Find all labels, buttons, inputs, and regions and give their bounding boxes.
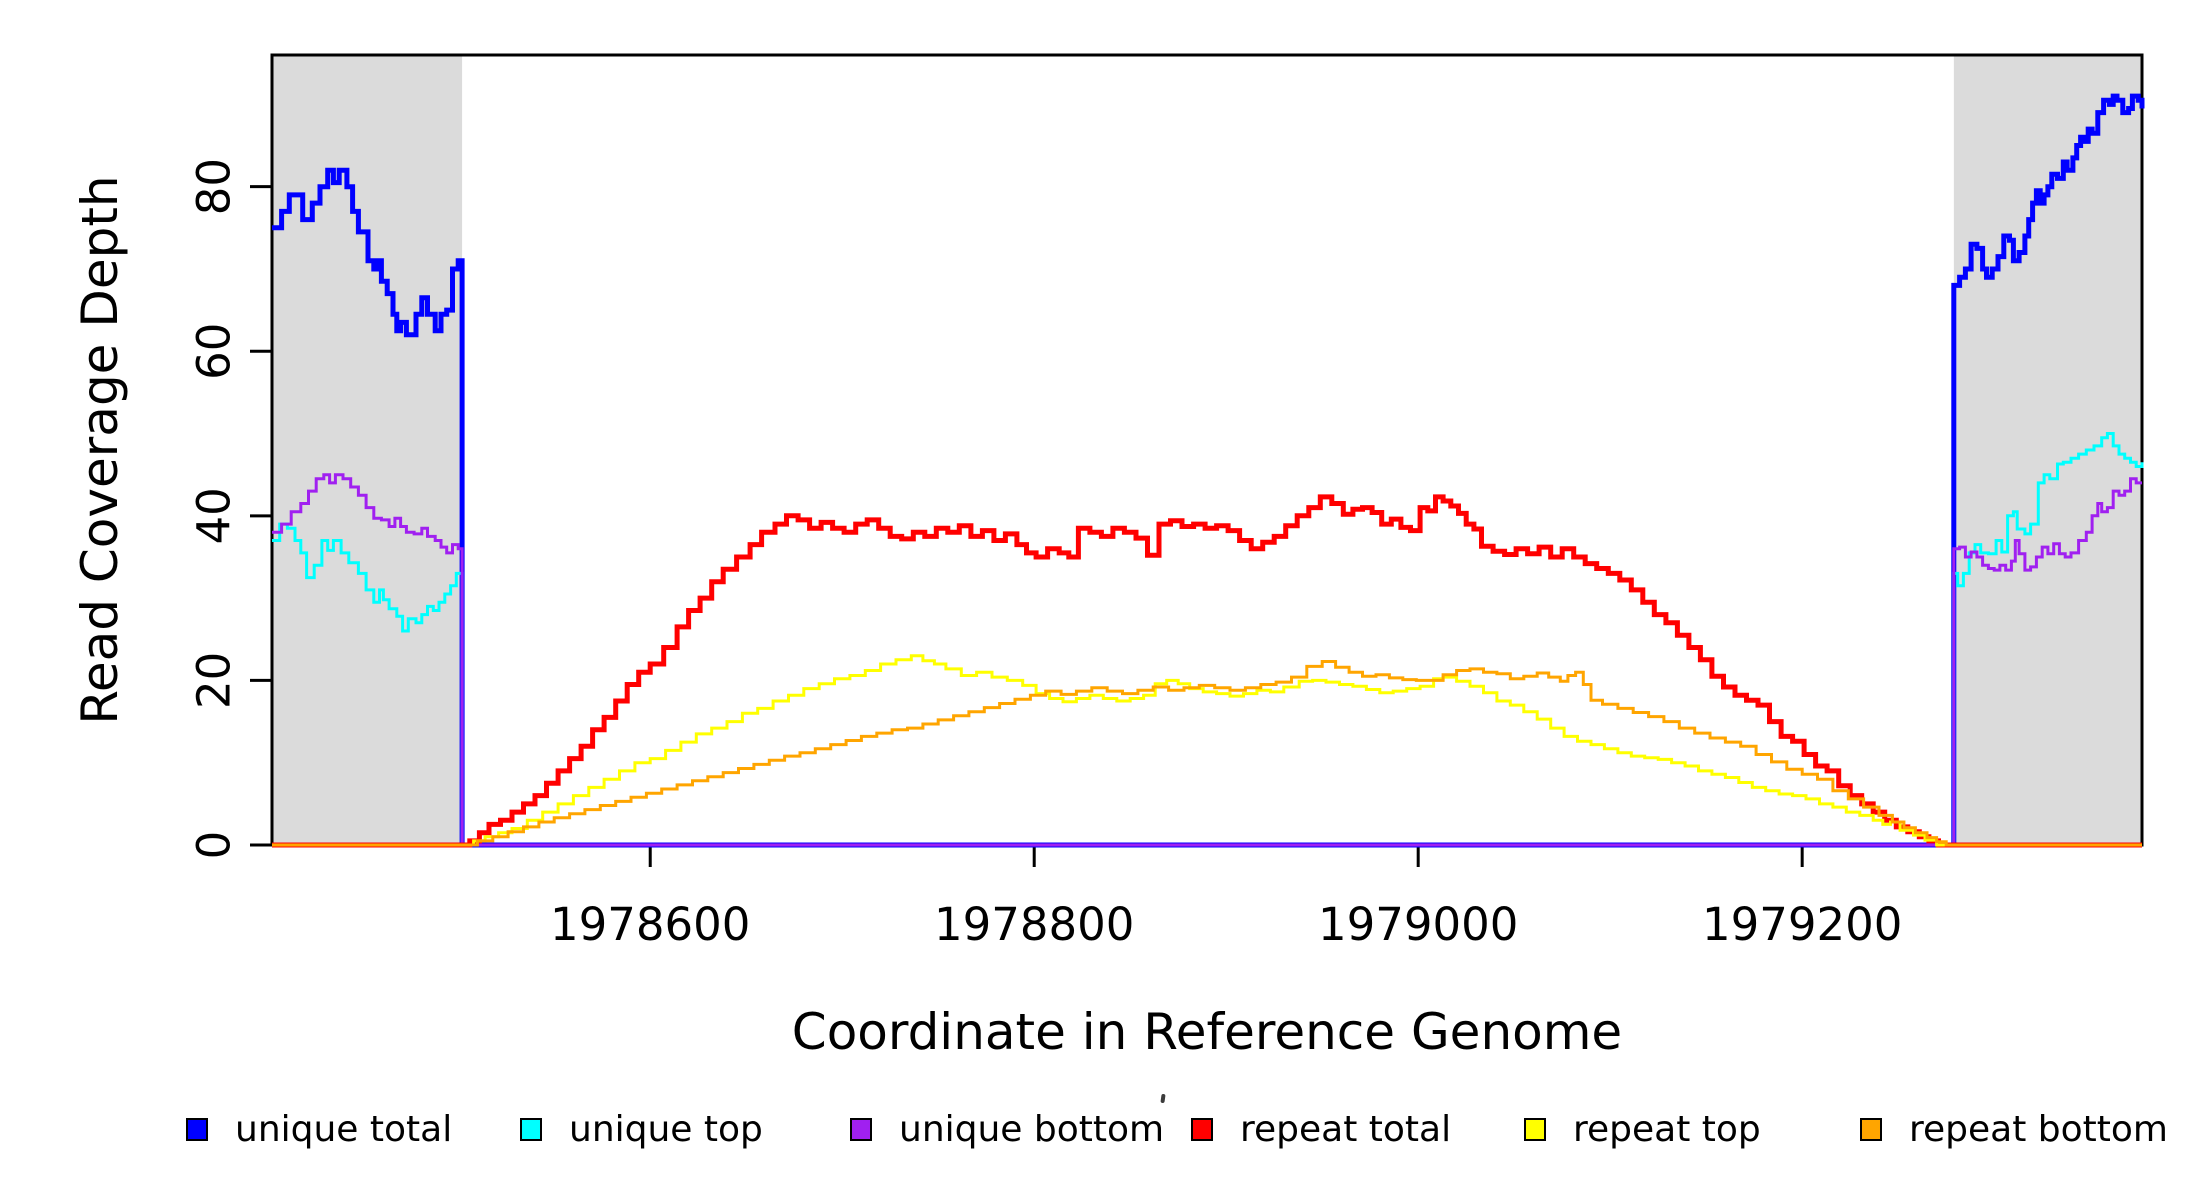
y-tick-label: 20	[188, 652, 241, 709]
shaded-region-right-flank	[1953, 55, 2142, 845]
series-repeat-total	[272, 494, 2142, 848]
plot-box	[270, 53, 2144, 847]
shaded-region-left-flank	[272, 55, 463, 845]
y-axis-title: Read Coverage Depth	[71, 175, 129, 725]
series-unique-total	[272, 93, 2145, 848]
y-tick-label: 40	[188, 487, 241, 544]
y-tick-label: 0	[188, 831, 241, 860]
x-axis-title: Coordinate in Reference Genome	[791, 1003, 1623, 1061]
series-repeat-top	[272, 654, 2142, 847]
series-repeat-bottom	[272, 660, 2142, 847]
x-tick-label: 1978600	[550, 898, 750, 951]
y-tick-label: 60	[188, 323, 241, 380]
series-unique-bottom	[272, 473, 2142, 847]
x-tick-label: 1979200	[1702, 898, 1902, 951]
x-tick-label: 1979000	[1318, 898, 1518, 951]
x-tick-label: 1978800	[934, 898, 1134, 951]
y-tick-label: 80	[188, 158, 241, 215]
